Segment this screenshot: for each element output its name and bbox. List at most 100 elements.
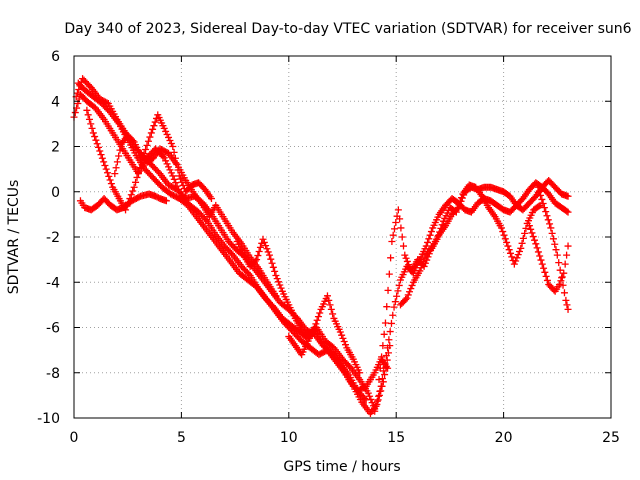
- data-point: [73, 89, 81, 97]
- data-point: [394, 206, 402, 214]
- data-point: [160, 154, 168, 162]
- data-point: [521, 229, 529, 237]
- y-axis-label: SDTVAR / TECUs: [6, 180, 22, 295]
- x-tick-label: 15: [387, 430, 405, 446]
- data-point: [394, 287, 402, 295]
- data-point: [501, 235, 509, 243]
- data-point: [133, 173, 141, 181]
- data-point: [537, 256, 545, 264]
- data-point: [402, 295, 410, 303]
- data-point: [323, 292, 331, 300]
- y-tick-label: -4: [46, 275, 60, 291]
- data-point: [376, 387, 384, 395]
- data-point: [539, 200, 547, 208]
- data-point: [147, 129, 155, 137]
- data-point: [508, 253, 516, 261]
- data-point: [122, 206, 130, 214]
- data-point: [546, 220, 554, 228]
- data-point: [534, 183, 542, 191]
- data-point: [146, 133, 154, 141]
- data-point: [497, 224, 505, 232]
- data-point: [396, 215, 404, 223]
- data-point: [500, 231, 508, 239]
- data-point: [277, 284, 285, 292]
- data-point: [381, 359, 389, 367]
- data-point: [98, 154, 106, 162]
- data-point: [531, 236, 539, 244]
- data-point: [400, 242, 408, 250]
- data-point: [547, 224, 555, 232]
- data-point: [563, 207, 571, 215]
- data-point: [150, 122, 158, 130]
- data-point: [407, 285, 415, 293]
- data-point: [387, 254, 395, 262]
- data-point: [420, 257, 428, 265]
- data-point: [453, 205, 461, 213]
- data-point: [169, 143, 177, 150]
- y-tick-label: -2: [46, 230, 60, 246]
- data-point: [316, 309, 324, 317]
- data-point: [537, 191, 545, 199]
- data-point: [123, 202, 131, 210]
- data-point: [85, 115, 93, 123]
- data-point: [142, 146, 150, 154]
- data-point: [560, 269, 568, 277]
- data-point: [165, 163, 173, 171]
- data-point: [311, 324, 319, 331]
- data-point: [313, 330, 321, 338]
- data-point: [83, 106, 91, 114]
- data-point: [528, 229, 536, 237]
- data-point: [392, 219, 400, 227]
- data-point: [162, 127, 170, 135]
- data-point: [107, 180, 115, 188]
- series-track-h: [285, 324, 392, 395]
- data-point: [564, 305, 572, 313]
- data-point: [519, 234, 527, 242]
- data-point: [115, 152, 123, 160]
- data-point: [535, 202, 543, 210]
- data-point: [513, 254, 521, 262]
- data-point: [536, 252, 544, 260]
- data-point: [515, 247, 523, 255]
- data-point: [116, 146, 124, 154]
- x-tick-label: 0: [70, 430, 79, 446]
- y-tick-label: 2: [51, 140, 60, 156]
- data-point: [102, 165, 110, 173]
- data-point: [96, 147, 104, 155]
- series-track-f: [111, 131, 280, 300]
- data-point: [362, 396, 370, 404]
- data-point: [401, 251, 409, 259]
- data-point: [505, 246, 513, 254]
- data-point: [172, 179, 180, 187]
- data-point: [129, 187, 137, 195]
- data-point: [207, 195, 215, 203]
- data-point: [427, 228, 435, 236]
- data-point: [163, 160, 171, 168]
- data-point: [558, 274, 566, 282]
- data-point: [564, 242, 572, 250]
- data-point: [170, 148, 178, 156]
- x-tick-label: 25: [602, 430, 620, 446]
- y-tick-label: 0: [51, 185, 60, 201]
- data-point: [388, 238, 396, 246]
- y-tick-label: -8: [46, 366, 60, 382]
- data-point: [559, 281, 567, 289]
- data-point: [375, 376, 383, 384]
- data-point: [506, 249, 514, 257]
- data-point: [385, 336, 393, 344]
- data-point: [71, 109, 79, 117]
- data-point: [458, 194, 466, 202]
- data-point: [564, 192, 572, 200]
- data-point: [379, 378, 387, 386]
- data-point: [126, 195, 134, 203]
- data-point: [314, 313, 322, 321]
- data-point: [518, 239, 526, 247]
- data-point: [544, 216, 552, 224]
- data-point: [380, 330, 388, 338]
- data-point: [340, 338, 348, 346]
- series-track-k: [396, 176, 572, 309]
- data-point: [532, 240, 540, 248]
- data-point: [127, 191, 135, 199]
- data-point: [342, 341, 350, 349]
- data-point: [130, 183, 138, 191]
